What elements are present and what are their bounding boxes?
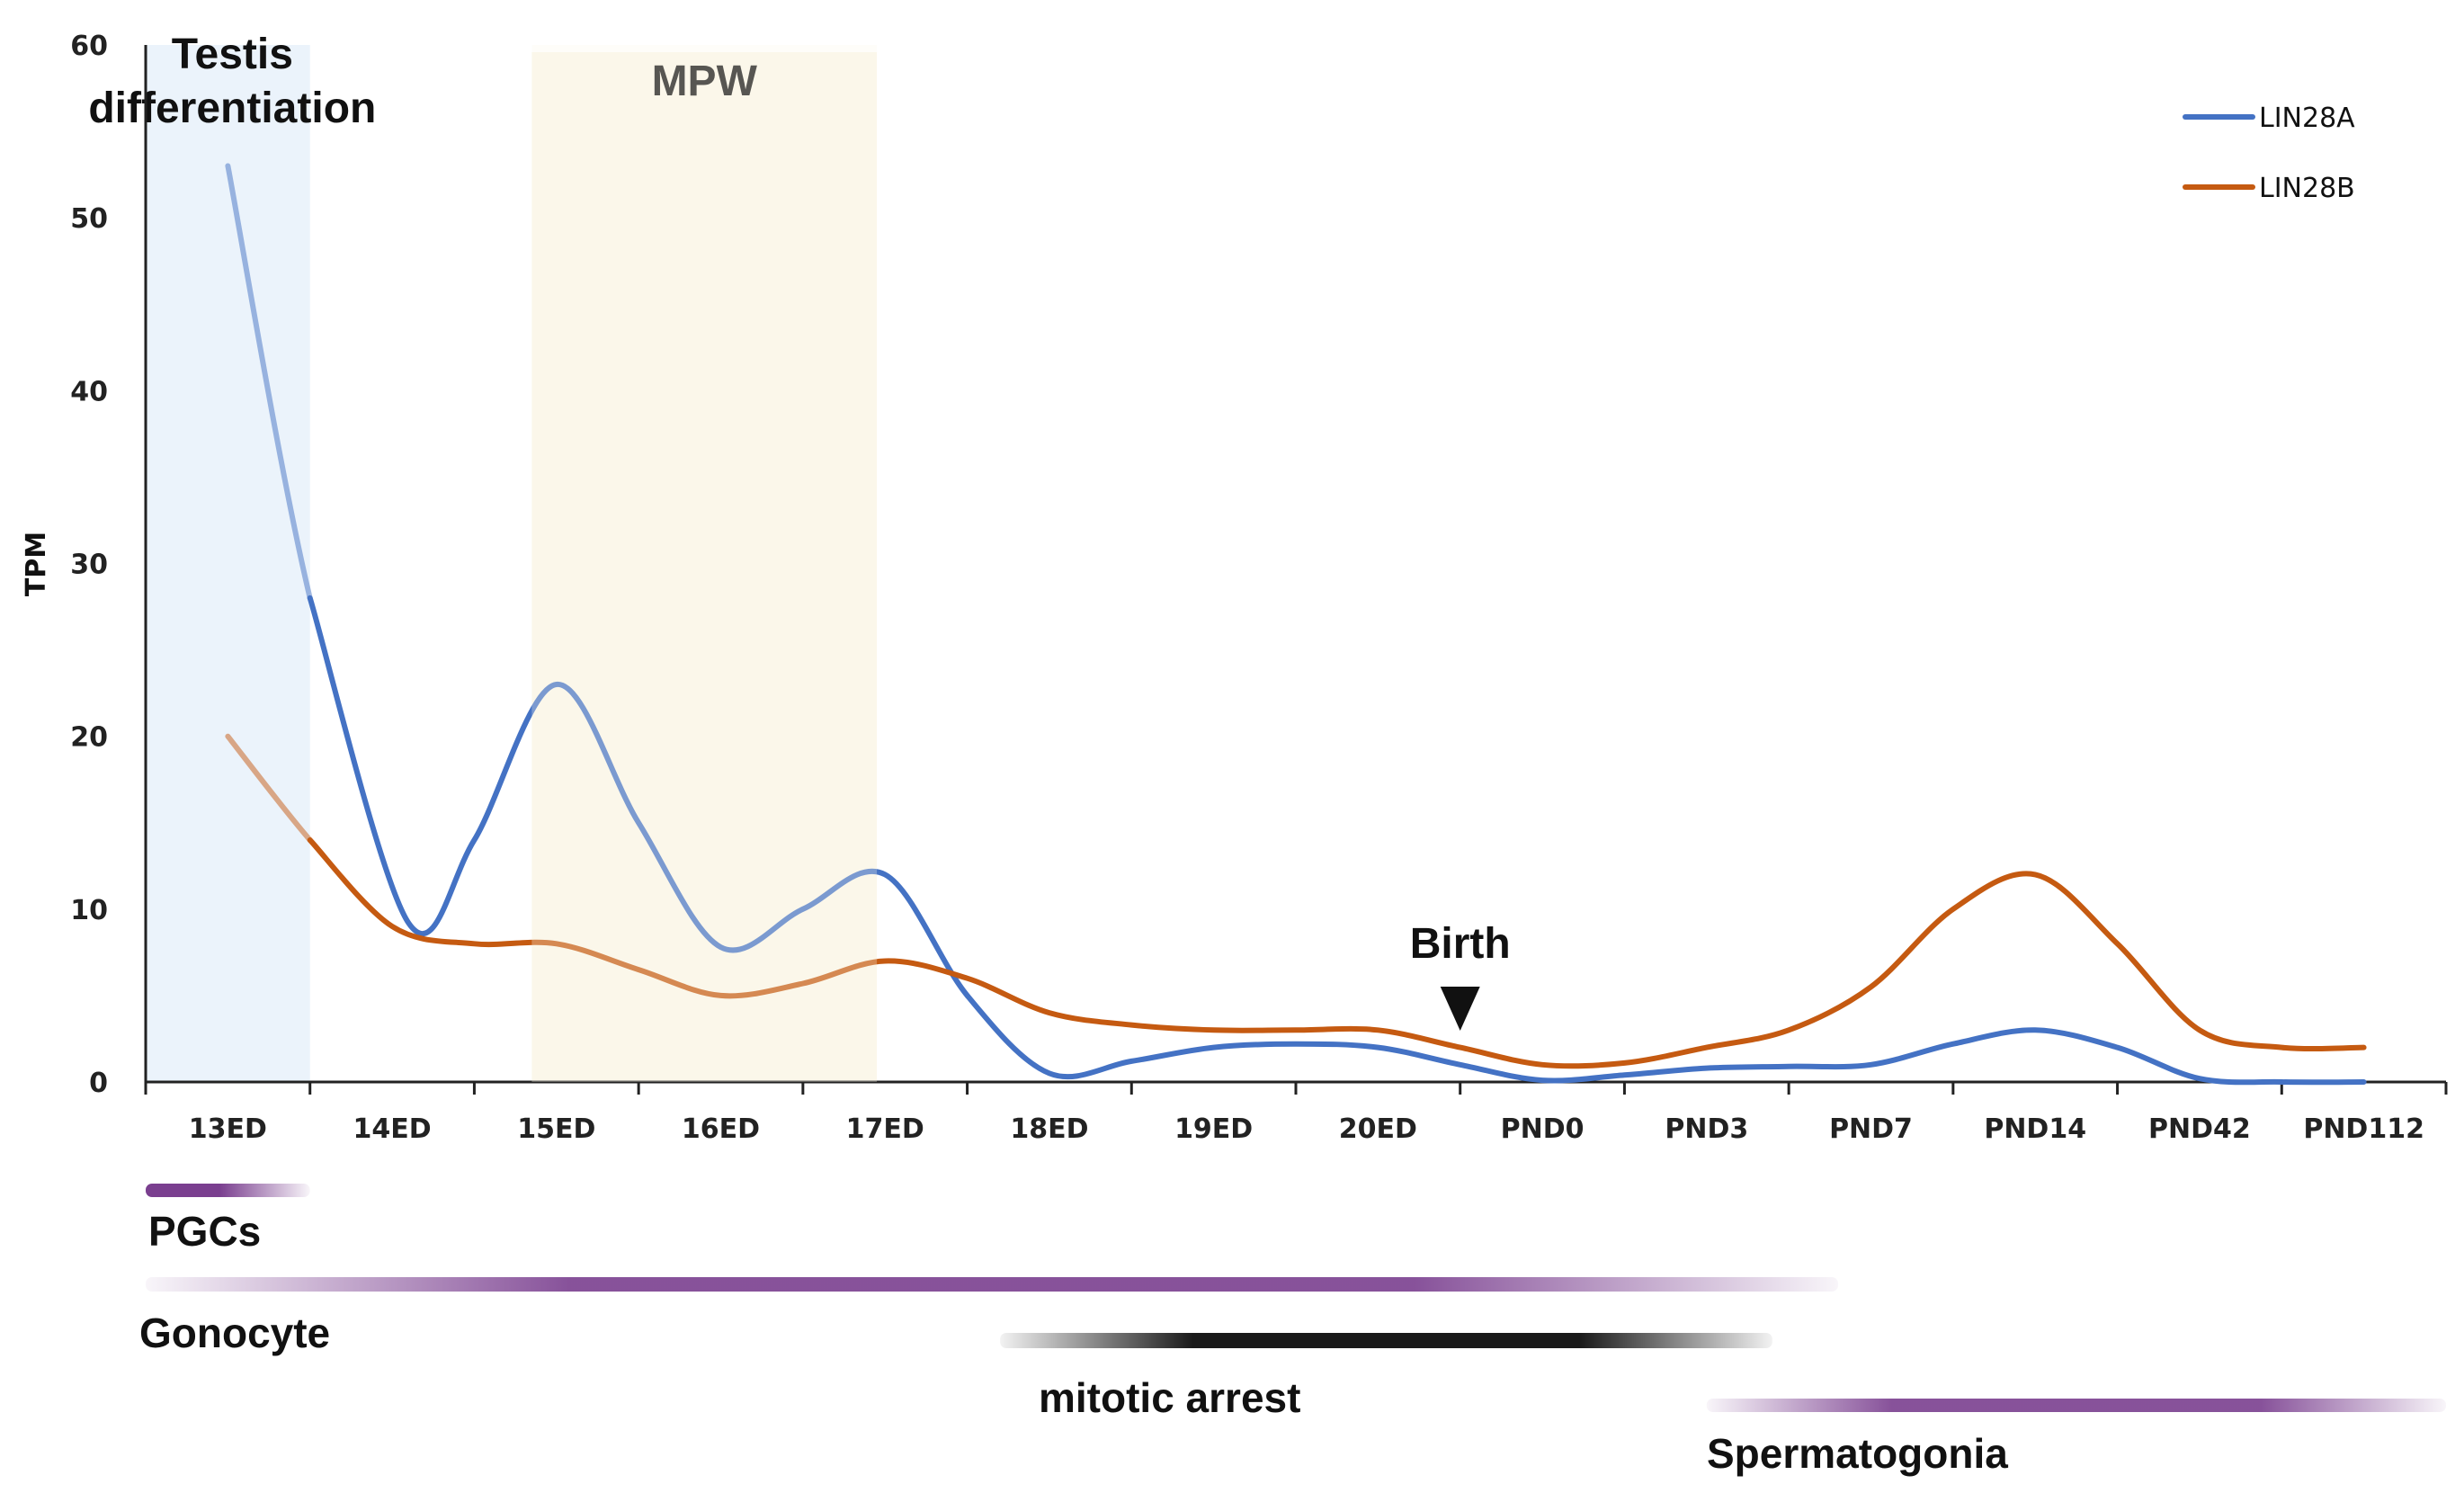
series-line [307, 595, 2367, 1086]
y-axis-label: TPM [21, 532, 52, 596]
legend: LIN28A LIN28B [2183, 103, 2355, 204]
stage-label: mitotic arrest [1039, 1374, 1300, 1421]
x-tick-label: 17ED [846, 1113, 924, 1145]
series-lin28b [225, 733, 2367, 1069]
y-tick-label: 40 [70, 376, 108, 407]
y-tick-label: 30 [70, 550, 108, 581]
series-line [307, 837, 2367, 1069]
annotations: Birth [1410, 920, 1511, 1031]
x-tick-label: 19ED [1174, 1113, 1253, 1145]
shaded-regions [146, 45, 878, 1082]
series-lin28a [225, 163, 2367, 1086]
x-tick-label: PND3 [1665, 1113, 1748, 1145]
x-tick-label: PND42 [2148, 1113, 2251, 1145]
stage-bar [146, 1184, 310, 1197]
stage-label: PGCs [148, 1208, 261, 1255]
stage-label: Spermatogonia [1707, 1430, 2008, 1477]
region-label: MPW [652, 58, 758, 105]
y-tick-label: 20 [70, 722, 108, 754]
x-tick-label: 18ED [1010, 1113, 1088, 1145]
stages: PGCs Gonocyte mitotic arrest Spermatogonia [139, 1184, 2446, 1477]
region-label: Testis [172, 31, 293, 78]
legend-label: LIN28A [2259, 103, 2355, 134]
x-tick-label: 16ED [682, 1113, 760, 1145]
y-ticks: 0 10 20 30 40 50 60 [70, 31, 108, 1099]
stage-bar [1706, 1399, 2446, 1412]
stage-bar [1000, 1333, 1772, 1348]
stage-label: Gonocyte [139, 1310, 330, 1356]
birth-triangle-icon [1440, 987, 1480, 1031]
y-tick-label: 0 [89, 1068, 108, 1099]
birth-label: Birth [1410, 920, 1511, 968]
region-label: differentiation [88, 85, 376, 132]
stage-bar [146, 1277, 1838, 1292]
x-tick-label: 15ED [517, 1113, 595, 1145]
x-tick-label: PND0 [1501, 1113, 1585, 1145]
y-tick-label: 10 [70, 895, 108, 926]
mpw-overlay [531, 45, 878, 1082]
series-line-faded [225, 733, 313, 843]
legend-label: LIN28B [2259, 173, 2355, 204]
y-tick-label: 50 [70, 203, 108, 235]
x-tick-label: 13ED [189, 1113, 267, 1145]
shaded-region [146, 45, 310, 1082]
x-tick-label: 14ED [353, 1113, 431, 1145]
y-tick-label: 60 [70, 31, 108, 62]
series-line-faded [225, 163, 313, 601]
x-ticks: 13ED 14ED 15ED 16ED 17ED 18ED 19ED 20ED PND0 PND3… [144, 1082, 2448, 1145]
series [225, 45, 2367, 1086]
x-tick-label: 20ED [1339, 1113, 1417, 1145]
x-tick-label: PND112 [2303, 1113, 2424, 1145]
region-labels: Testis differentiation MPW [88, 31, 757, 132]
x-tick-label: PND7 [1829, 1113, 1913, 1145]
shaded-region [531, 52, 878, 1082]
x-tick-label: PND14 [1984, 1113, 2086, 1145]
